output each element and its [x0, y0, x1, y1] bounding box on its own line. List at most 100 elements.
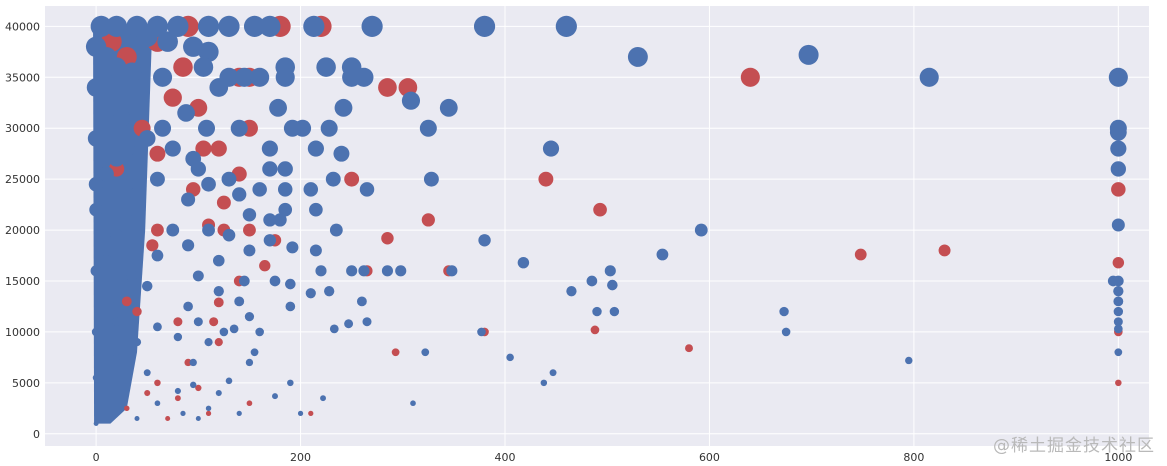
scatter-point: [473, 15, 496, 37]
scatter-point: [184, 358, 192, 367]
scatter-point: [250, 67, 270, 87]
scatter-point: [157, 31, 178, 52]
x-tick-label: 0: [93, 451, 100, 464]
scatter-point: [98, 166, 114, 182]
scatter-point: [141, 280, 153, 292]
scatter-point: [627, 46, 648, 67]
scatter-point: [297, 410, 304, 417]
scatter-point: [419, 119, 437, 137]
scatter-point: [344, 171, 360, 187]
scatter-point: [153, 322, 162, 332]
scatter-point: [287, 379, 294, 387]
scatter-point: [202, 223, 215, 237]
x-tick-label: 1000: [1104, 451, 1132, 464]
scatter-point: [219, 327, 229, 337]
scatter-point: [286, 241, 299, 254]
scatter-point: [905, 356, 913, 365]
scatter-point: [320, 119, 338, 137]
scatter-point: [183, 301, 193, 312]
scatter-point: [346, 265, 358, 277]
scatter-point: [421, 348, 430, 357]
x-axis-tick-labels: 0 200 400 600 800 1000: [93, 451, 1133, 464]
y-axis-tick-labels: 0 5000 10000 15000 20000 25000 30000 35000 40000: [5, 20, 40, 440]
scatter-point: [205, 405, 212, 412]
scatter-point: [1111, 218, 1125, 232]
scatter-point: [209, 78, 229, 97]
scatter-point: [174, 395, 181, 402]
y-tick-label: 35000: [5, 71, 40, 84]
scatter-point: [122, 62, 142, 82]
scatter-point: [446, 265, 458, 277]
scatter-point: [163, 88, 182, 107]
scatter-point: [124, 405, 130, 412]
scatter-point: [275, 67, 295, 87]
scatter-point: [273, 213, 287, 227]
scatter-point: [154, 379, 161, 387]
scatter-point: [333, 145, 350, 162]
scatter-point: [166, 223, 180, 237]
scatter-point: [656, 248, 669, 261]
scatter-point: [269, 98, 287, 117]
scatter-point: [590, 325, 600, 335]
watermark-text: @稀土掘金技术社区: [993, 436, 1155, 456]
scatter-point: [309, 202, 323, 217]
scatter-point: [740, 67, 760, 87]
scatter-point: [410, 400, 416, 407]
scatter-point: [607, 279, 618, 291]
data-points: [85, 15, 1128, 427]
scatter-point: [174, 387, 181, 395]
scatter-point: [167, 15, 189, 37]
scatter-point: [225, 377, 233, 385]
scatter-point: [1115, 379, 1122, 387]
scatter-point: [234, 67, 254, 87]
scatter-point: [285, 301, 296, 312]
scatter-point: [100, 254, 113, 267]
scatter-point: [113, 395, 120, 402]
scatter-point: [173, 317, 183, 327]
scatter-point: [105, 15, 128, 37]
scatter-point: [204, 338, 213, 347]
scatter-point: [354, 67, 374, 87]
scatter-point: [154, 400, 161, 407]
x-tick-label: 200: [290, 451, 311, 464]
scatter-point: [201, 176, 216, 192]
scatter-point: [90, 265, 102, 277]
scatter-point: [151, 249, 164, 262]
scatter-point: [329, 324, 339, 334]
scatter-point: [250, 348, 259, 357]
scatter-point: [243, 15, 266, 37]
scatter-point: [316, 57, 336, 77]
scatter-point: [252, 182, 267, 197]
scatter-point: [478, 234, 491, 247]
scatter-point: [230, 119, 248, 137]
scatter-point: [401, 91, 421, 110]
scatter-point: [221, 171, 237, 187]
scatter-point: [277, 161, 293, 177]
scatter-point: [195, 415, 201, 422]
scatter-point: [242, 208, 257, 222]
scatter-point: [378, 78, 397, 97]
scatter-point: [303, 182, 319, 197]
scatter-point: [1113, 324, 1123, 334]
scatter-point: [356, 296, 367, 307]
scatter-point: [243, 223, 256, 237]
scatter-point: [216, 195, 231, 210]
scatter-point: [218, 15, 240, 37]
scatter-point: [87, 130, 105, 147]
scatter-point: [1112, 256, 1125, 269]
scatter-point: [213, 254, 225, 267]
y-tick-label: 15000: [5, 275, 40, 288]
scatter-point: [566, 286, 577, 297]
scatter-point: [149, 145, 166, 162]
scatter-point: [90, 15, 112, 37]
scatter-point: [195, 384, 202, 392]
scatter-point: [209, 317, 219, 327]
scatter-point: [381, 231, 394, 245]
scatter-point: [604, 265, 616, 277]
scatter-point: [307, 140, 324, 157]
scatter-point: [1108, 67, 1128, 87]
scatter-point: [262, 161, 278, 177]
scatter-point: [112, 317, 122, 327]
scatter-point: [261, 140, 278, 157]
